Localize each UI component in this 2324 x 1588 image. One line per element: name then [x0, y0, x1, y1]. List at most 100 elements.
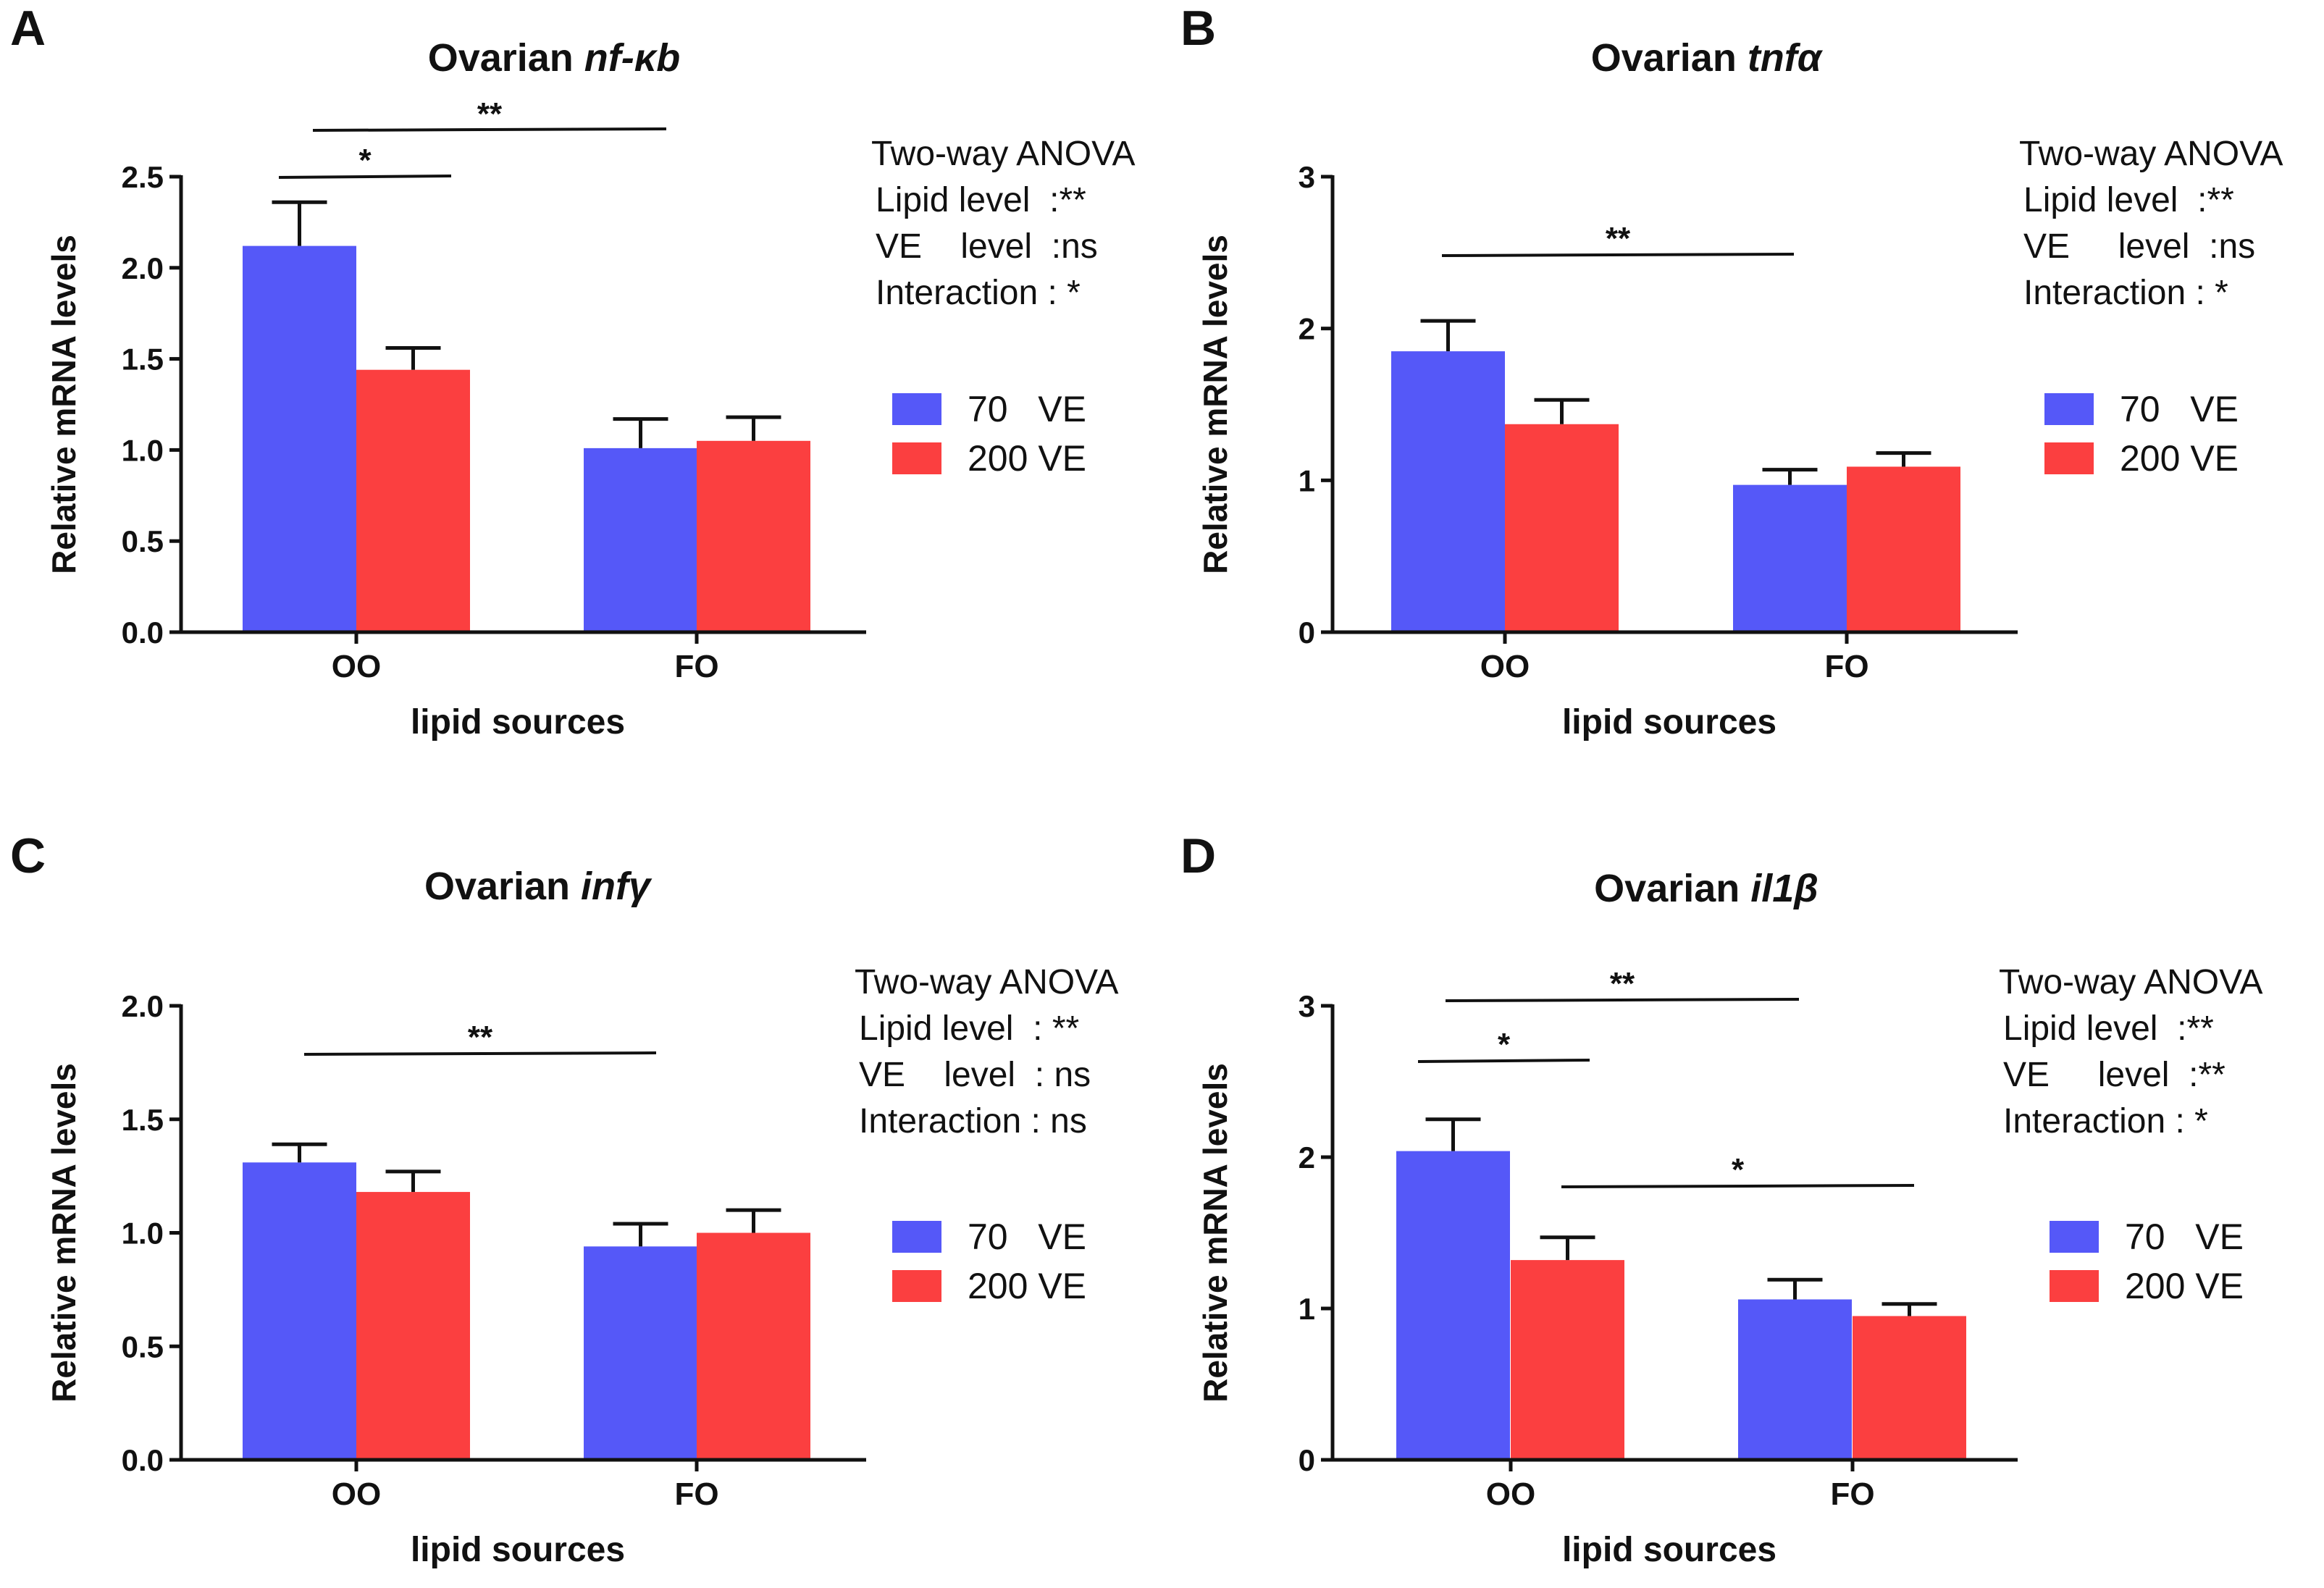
anova-line: VE level :**	[2003, 1056, 2226, 1094]
bar-70ve-oo	[1396, 1151, 1510, 1460]
significance-label: **	[468, 1020, 493, 1055]
legend-label: 70 VE	[968, 1217, 1086, 1257]
anova-line: Interaction : ns	[859, 1102, 1087, 1140]
y-tick-label: 2.0	[122, 989, 164, 1023]
significance-line	[1445, 998, 1800, 1002]
bar-70ve-oo	[243, 245, 356, 632]
error-bar	[385, 346, 441, 370]
error-bar	[1882, 1302, 1937, 1316]
x-tick-label: FO	[674, 649, 718, 684]
chart-title-prefix: Ovarian	[424, 865, 581, 908]
y-axis-label: Relative mRNA levels	[1196, 235, 1234, 574]
legend-swatch	[2050, 1221, 2099, 1253]
significance-bracket: *	[1561, 1152, 1915, 1188]
anova-line: Lipid level : **	[859, 1009, 1079, 1048]
error-bar	[272, 200, 327, 246]
bar-70ve-oo	[1391, 351, 1505, 632]
legend-swatch	[892, 1270, 941, 1302]
error-bar	[726, 415, 781, 441]
y-tick-label: 0.5	[122, 1329, 164, 1364]
legend-label: 200 VE	[968, 438, 1086, 479]
x-tick-label: OO	[332, 649, 381, 684]
chart-title-prefix: Ovarian	[428, 36, 584, 80]
legend: 70 VE 200 VE	[892, 389, 1086, 479]
x-tick-label: FO	[1830, 1476, 1874, 1512]
legend: 70 VE 200 VE	[892, 1217, 1086, 1306]
y-tick-label: 1.0	[122, 1217, 164, 1251]
y-tick-label: 1.5	[122, 343, 164, 377]
legend-swatch	[2050, 1270, 2099, 1302]
anova-heading: Two-way ANOVA	[855, 963, 1119, 1001]
x-axis-label: lipid sources	[1562, 1531, 1776, 1569]
anova-summary: Two-way ANOVA Lipid level :** VE level :ns…	[871, 135, 1136, 312]
chart-title-gene: tnfα	[1748, 36, 1824, 80]
error-bar	[1767, 1277, 1823, 1300]
error-bar	[726, 1208, 781, 1233]
chart-title-gene: nf-κb	[584, 36, 681, 80]
x-tick-label: FO	[674, 1476, 718, 1512]
error-bar	[1420, 319, 1476, 352]
anova-line: VE level :ns	[2023, 227, 2255, 266]
anova-line: VE level : ns	[859, 1056, 1091, 1094]
anova-line: Interaction : *	[2003, 1102, 2208, 1140]
bar-200ve-fo	[697, 440, 810, 632]
y-tick-label: 2.0	[122, 251, 164, 285]
legend-swatch	[2044, 393, 2094, 425]
anova-line: VE level :ns	[876, 227, 1098, 266]
legend-label: 70 VE	[2125, 1217, 2244, 1257]
y-tick-label: 0.0	[122, 616, 164, 650]
legend: 70 VE 200 VE	[2050, 1217, 2244, 1306]
error-bar	[385, 1169, 441, 1193]
anova-summary: Two-way ANOVA Lipid level :** VE level :**…	[1999, 963, 2263, 1140]
anova-line: Lipid level :**	[2003, 1009, 2214, 1048]
x-axis-label: lipid sources	[411, 1531, 625, 1569]
significance-line	[303, 1051, 657, 1056]
error-bar	[1762, 468, 1818, 485]
y-tick-label: 3	[1299, 989, 1315, 1023]
chart-title: Ovarian infγ	[424, 865, 653, 908]
chart-panel-d: D Ovarian il1β 0 1 2 3 OO FO lipid sources Relati…	[1180, 828, 2263, 1569]
error-bar	[272, 1142, 327, 1163]
error-bar	[1534, 398, 1590, 424]
bar-70ve-fo	[1738, 1299, 1852, 1460]
y-tick-label: 0.0	[122, 1443, 164, 1477]
chart-title: Ovarian il1β	[1594, 867, 1818, 910]
y-tick-label: 0	[1299, 616, 1315, 650]
significance-bracket: *	[1417, 1027, 1590, 1063]
significance-label: **	[1606, 221, 1631, 256]
y-tick-label: 0	[1299, 1443, 1315, 1477]
legend-label: 200 VE	[2125, 1266, 2244, 1306]
chart-title: Ovarian tnfα	[1591, 36, 1824, 80]
significance-bracket: **	[1441, 221, 1795, 257]
panel-letter: B	[1180, 1, 1216, 56]
anova-summary: Two-way ANOVA Lipid level :** VE level :ns…	[2019, 135, 2283, 312]
y-axis-label: Relative mRNA levels	[45, 235, 83, 574]
y-tick-label: 2	[1299, 312, 1315, 346]
significance-line	[1561, 1184, 1915, 1188]
anova-summary: Two-way ANOVA Lipid level : ** VE level : …	[855, 963, 1119, 1140]
x-tick-label: FO	[1824, 649, 1868, 684]
legend-swatch	[2044, 442, 2094, 474]
error-bar	[613, 1222, 668, 1247]
legend-label: 70 VE	[2120, 389, 2239, 429]
significance-line	[312, 127, 667, 132]
y-tick-label: 1	[1299, 463, 1315, 497]
significance-bracket: *	[278, 143, 452, 179]
x-tick-label: OO	[1486, 1476, 1535, 1512]
chart-panel-a: A Ovarian nf-κb 0.0 0.5 1.0 1.5 2.0 2.5 OO FO lipi…	[10, 1, 1136, 742]
x-tick-label: OO	[332, 1476, 381, 1512]
anova-heading: Two-way ANOVA	[871, 135, 1136, 173]
significance-label: **	[1610, 966, 1635, 1001]
chart-title: Ovarian nf-κb	[428, 36, 681, 80]
significance-label: *	[358, 143, 372, 178]
significance-line	[1441, 253, 1795, 257]
legend-label: 200 VE	[968, 1266, 1086, 1306]
y-tick-label: 0.5	[122, 524, 164, 558]
bar-200ve-oo	[356, 369, 470, 632]
bar-200ve-oo	[1505, 424, 1619, 632]
significance-bracket: **	[303, 1020, 657, 1056]
anova-line: Interaction : *	[2023, 274, 2228, 312]
y-tick-label: 3	[1299, 160, 1315, 194]
legend-label: 200 VE	[2120, 438, 2239, 479]
